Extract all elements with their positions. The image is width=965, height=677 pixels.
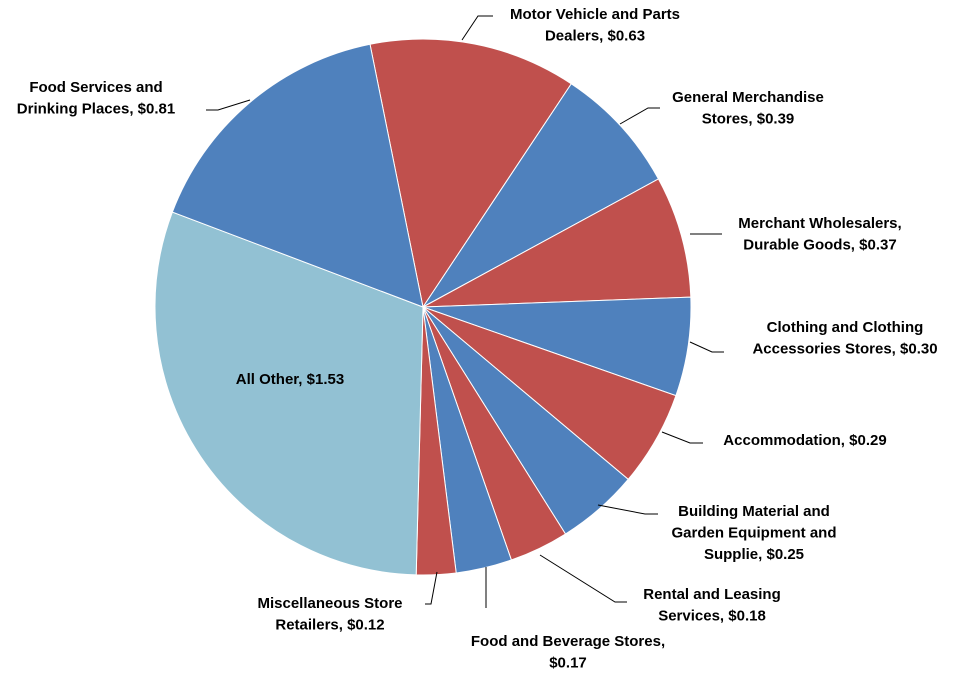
pie-slice xyxy=(422,178,692,308)
leader-line xyxy=(619,107,660,125)
data-label-line: Dealers, $0.63 xyxy=(545,27,645,44)
data-label-line: Durable Goods, $0.37 xyxy=(743,236,896,253)
leader-line xyxy=(206,99,251,111)
data-label-line: General Merchandise xyxy=(672,89,824,106)
data-label-line: Accessories Stores, $0.30 xyxy=(752,340,937,357)
leader-line xyxy=(597,504,658,515)
data-label-line: All Other, $1.53 xyxy=(236,371,344,388)
data-label-line: Retailers, $0.12 xyxy=(275,616,384,633)
data-label-line: Stores, $0.39 xyxy=(702,110,795,127)
data-label: Merchant Wholesalers, Durable Goods, $0.3… xyxy=(738,215,901,254)
pie-slice xyxy=(369,38,573,309)
leader-line xyxy=(461,15,493,41)
pie-slice xyxy=(154,211,424,576)
data-label-line: Miscellaneous Store xyxy=(257,595,402,612)
data-label: Clothing and Clothing Accessories Stores,… xyxy=(752,319,937,358)
data-label: Accommodation, $0.29 xyxy=(723,432,886,449)
data-label-line: Clothing and Clothing xyxy=(767,319,924,336)
leader-line xyxy=(661,431,703,444)
data-label-line: Food Services and xyxy=(29,79,162,96)
pie-slice xyxy=(422,83,660,308)
data-label-line: Accommodation, $0.29 xyxy=(723,432,886,449)
leader-line xyxy=(425,571,438,605)
data-label: Food and Beverage Stores, $0.17 xyxy=(471,633,665,672)
leader-line xyxy=(689,341,724,353)
data-label: Miscellaneous Store Retailers, $0.12 xyxy=(257,595,402,634)
data-label-line: Merchant Wholesalers, xyxy=(738,215,901,232)
data-label-line: Motor Vehicle and Parts xyxy=(510,6,680,23)
data-label-line: Drinking Places, $0.81 xyxy=(17,100,175,117)
data-label-line: $0.17 xyxy=(549,654,587,671)
pie-slice xyxy=(171,43,424,308)
data-label: Rental and Leasing Services, $0.18 xyxy=(643,586,781,625)
data-label: Food Services and Drinking Places, $0.81 xyxy=(17,79,175,118)
data-label-line: Rental and Leasing xyxy=(643,586,781,603)
data-label-line: Supplie, $0.25 xyxy=(704,546,804,563)
data-label-line: Food and Beverage Stores, xyxy=(471,633,665,650)
data-label-line: Garden Equipment and xyxy=(671,524,836,541)
data-label: Motor Vehicle and Parts Dealers, $0.63 xyxy=(510,6,680,45)
leader-line xyxy=(539,554,627,603)
data-label: General Merchandise Stores, $0.39 xyxy=(672,89,824,128)
data-label-line: Services, $0.18 xyxy=(658,607,766,624)
data-label: Building Material and Garden Equipment an… xyxy=(671,503,836,563)
data-label: All Other, $1.53 xyxy=(236,371,344,388)
data-label-line: Building Material and xyxy=(678,503,830,520)
